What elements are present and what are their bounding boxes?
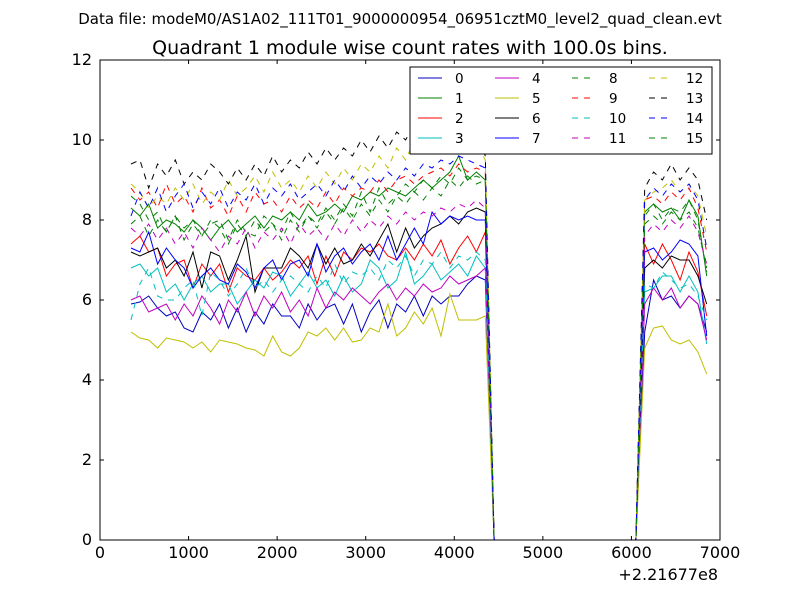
- series-line-3: [130, 250, 708, 541]
- legend-label-11: 11: [609, 131, 626, 147]
- y-tick-label: 0: [82, 530, 92, 549]
- legend-label-4: 4: [532, 71, 541, 87]
- y-tick-label: 12: [72, 50, 92, 69]
- series-line-1: [130, 154, 708, 541]
- series-line-14: [130, 155, 708, 541]
- legend-label-8: 8: [609, 71, 618, 87]
- x-tick-label: 4000: [434, 543, 475, 562]
- y-tick-label: 6: [82, 290, 92, 309]
- x-tick-label: 2000: [257, 543, 298, 562]
- x-tick-label: 1000: [168, 543, 209, 562]
- legend-label-5: 5: [532, 91, 541, 107]
- series-line-12: [130, 126, 708, 541]
- series-line-6: [130, 207, 708, 541]
- chart-suptitle: Data file: modeM0/AS1A02_111T01_90000009…: [78, 10, 722, 29]
- legend-box: [409, 66, 713, 155]
- legend-label-1: 1: [455, 91, 464, 107]
- legend-label-7: 7: [532, 131, 541, 147]
- chart-title: Quadrant 1 module wise count rates with …: [152, 37, 668, 59]
- x-tick-label: 0: [95, 543, 105, 562]
- series-line-13: [130, 114, 708, 541]
- legend-label-9: 9: [609, 91, 618, 107]
- plot-lines: [130, 114, 708, 541]
- series-line-7: [130, 210, 708, 541]
- series-line-9: [130, 163, 708, 541]
- legend-label-12: 12: [686, 71, 703, 87]
- legend-label-15: 15: [686, 131, 703, 147]
- legend-label-0: 0: [455, 71, 464, 87]
- x-offset-label: +2.21677e8: [618, 565, 718, 584]
- series-line-0: [130, 275, 708, 541]
- series-line-10: [130, 251, 708, 541]
- x-tick-label: 5000: [522, 543, 563, 562]
- series-line-8: [130, 167, 708, 541]
- x-tick-label: 6000: [611, 543, 652, 562]
- x-tick-label: 7000: [700, 543, 741, 562]
- legend-label-3: 3: [455, 131, 464, 147]
- x-tick-label: 3000: [345, 543, 386, 562]
- series-line-5: [130, 292, 708, 541]
- y-tick-label: 2: [82, 450, 92, 469]
- legend-label-14: 14: [686, 111, 703, 127]
- legend-label-10: 10: [609, 111, 626, 127]
- legend-label-13: 13: [686, 91, 703, 107]
- y-tick-label: 10: [72, 130, 92, 149]
- y-tick-label: 4: [82, 370, 92, 389]
- y-tick-label: 8: [82, 210, 92, 229]
- legend-label-6: 6: [532, 111, 541, 127]
- legend-label-2: 2: [455, 111, 464, 127]
